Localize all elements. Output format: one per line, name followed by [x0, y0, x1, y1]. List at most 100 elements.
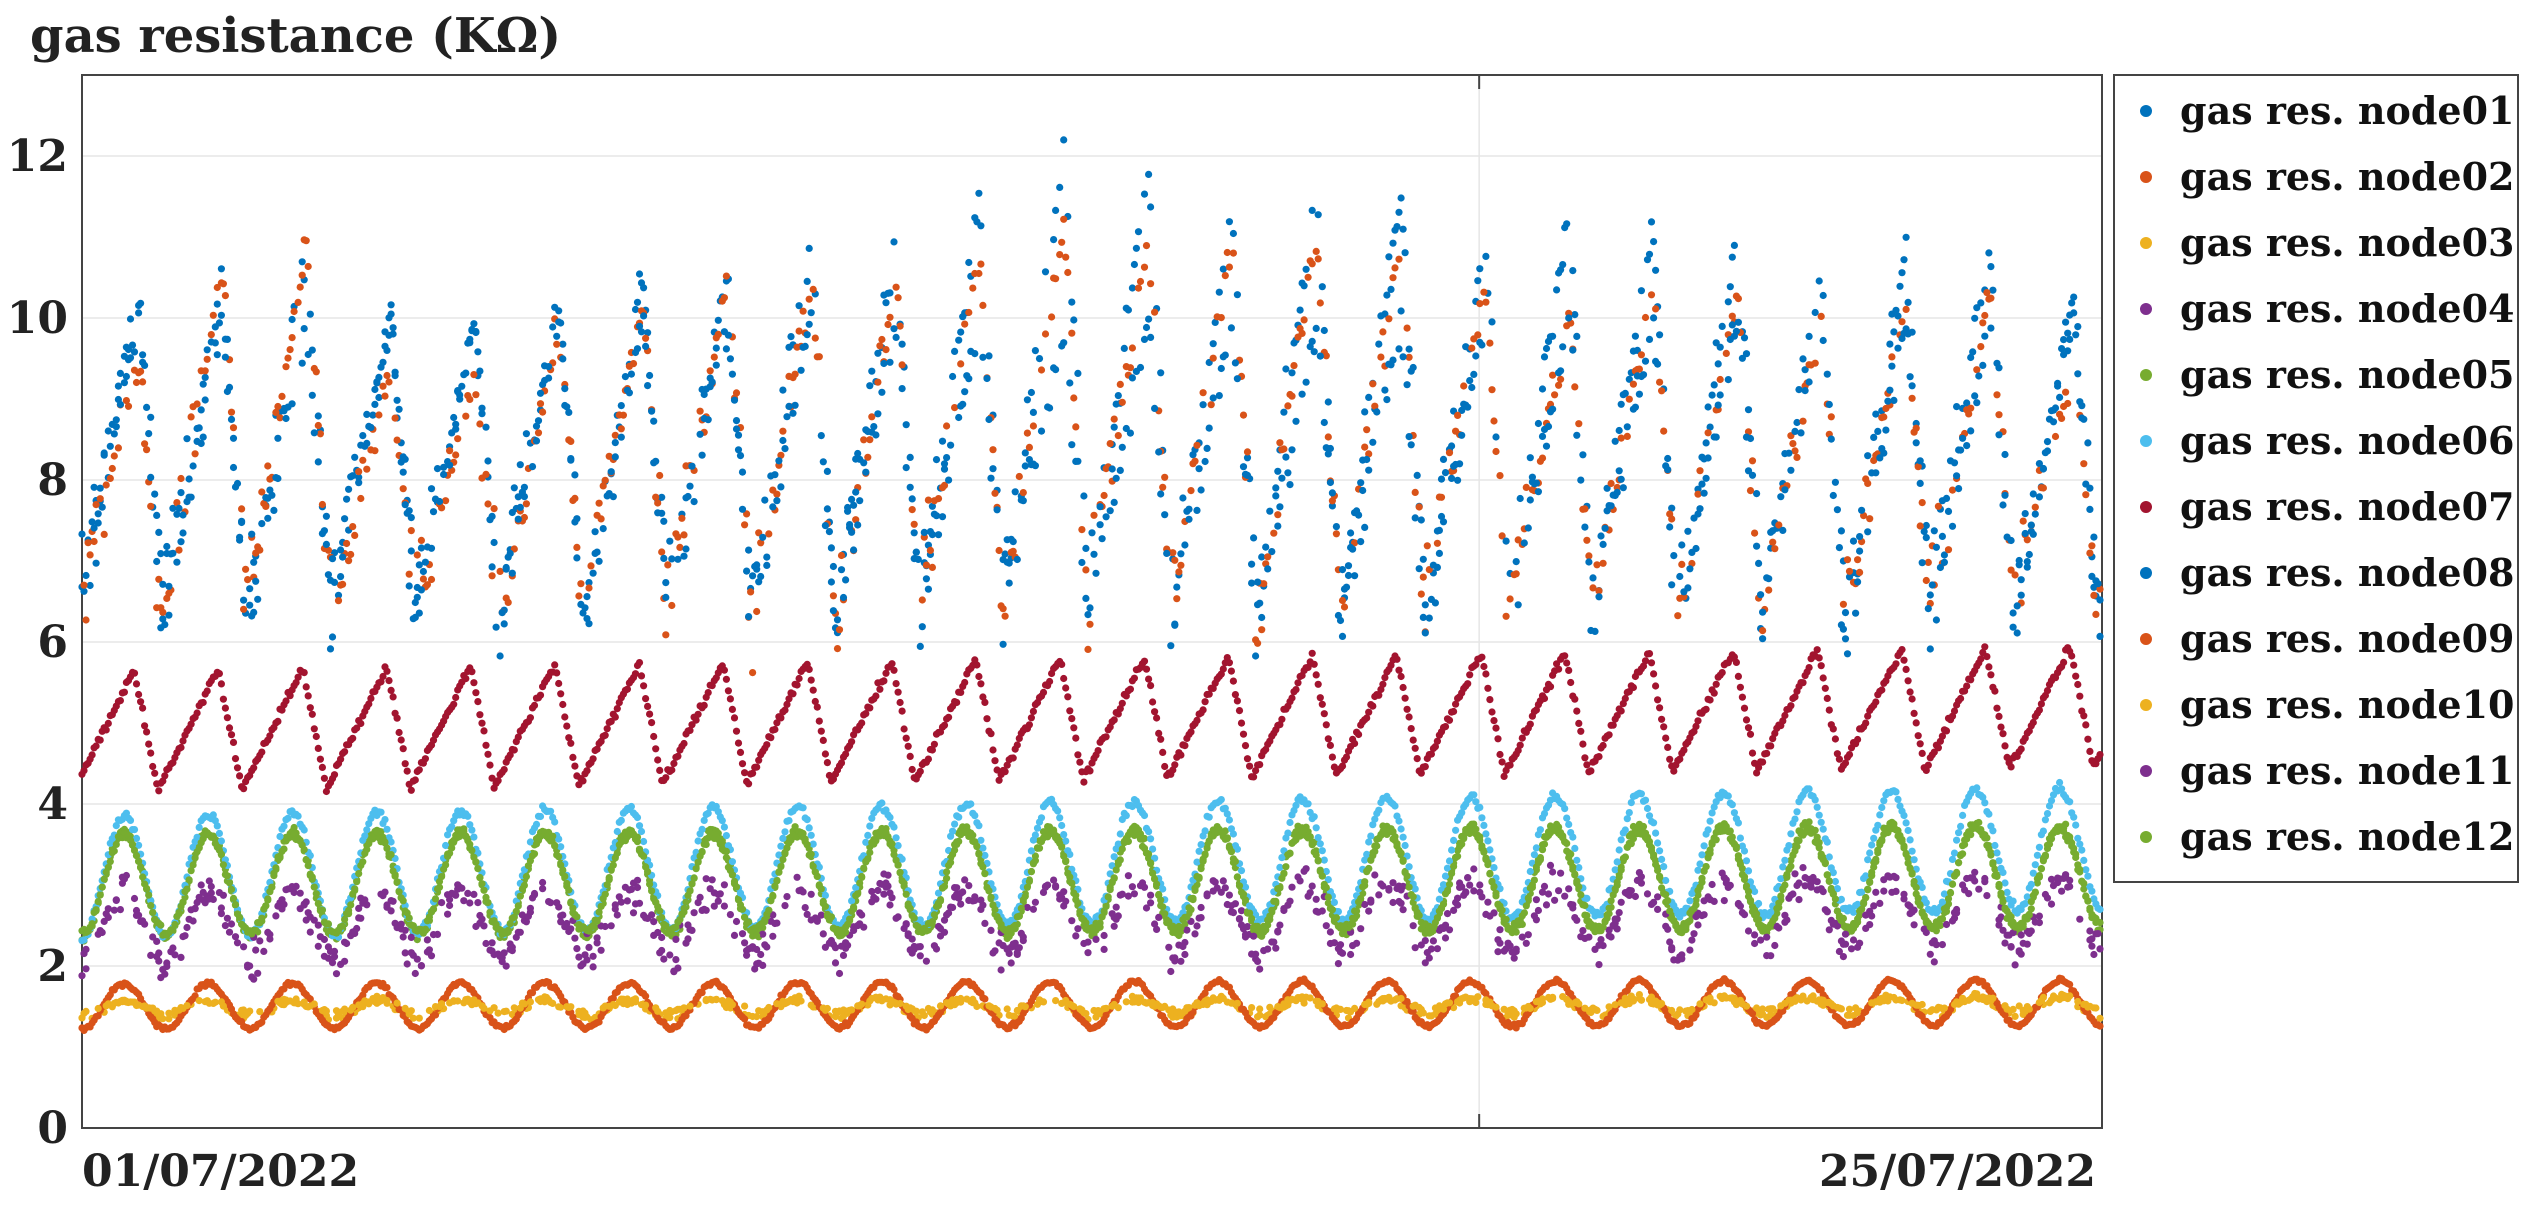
data-point — [1740, 911, 1749, 919]
data-point — [1856, 547, 1864, 555]
data-point — [908, 765, 916, 774]
data-point — [1084, 645, 1092, 654]
data-point — [383, 825, 391, 833]
data-point — [1908, 394, 1916, 402]
data-point — [1280, 445, 1288, 453]
data-point — [468, 826, 476, 834]
data-point — [888, 660, 896, 668]
data-point — [1647, 291, 1656, 299]
data-point — [1106, 440, 1114, 448]
data-point — [1569, 833, 1577, 841]
data-point — [977, 680, 985, 688]
data-point — [201, 367, 209, 375]
data-point — [1316, 299, 1324, 307]
data-point — [112, 416, 120, 424]
data-point — [1419, 573, 1427, 581]
data-point — [2076, 915, 2084, 923]
data-point — [1276, 921, 1284, 929]
data-point — [1902, 233, 1910, 241]
data-point — [1985, 249, 1993, 257]
data-point — [1363, 850, 1371, 859]
data-point — [1361, 408, 1369, 416]
data-point — [1742, 857, 1751, 865]
data-point — [1526, 454, 1534, 462]
data-point — [532, 820, 541, 829]
data-point — [1007, 959, 1015, 967]
data-point — [1617, 707, 1625, 715]
data-point — [1609, 721, 1617, 729]
data-point — [668, 601, 676, 610]
data-point — [1652, 682, 1660, 690]
data-point — [1635, 365, 1643, 373]
data-point — [1930, 958, 1938, 966]
data-point — [1019, 489, 1027, 497]
data-point — [1894, 312, 1902, 320]
data-point — [1914, 463, 1922, 471]
data-point — [130, 669, 139, 677]
data-point — [1248, 560, 1256, 568]
data-point — [306, 704, 314, 712]
data-point — [1171, 761, 1179, 769]
data-point — [551, 818, 559, 826]
data-point — [130, 894, 139, 903]
data-point — [1579, 451, 1587, 459]
data-point — [1706, 817, 1714, 825]
data-point — [698, 825, 706, 834]
data-point — [991, 757, 999, 765]
data-point — [783, 413, 791, 421]
data-point — [1482, 252, 1490, 260]
data-point — [922, 561, 931, 569]
data-point — [1201, 698, 1209, 706]
data-point — [1272, 944, 1280, 952]
data-point — [1650, 670, 1658, 678]
data-point — [530, 701, 539, 710]
data-point — [1110, 415, 1118, 423]
data-point — [1474, 277, 1482, 285]
data-point — [1791, 815, 1799, 823]
data-point — [892, 834, 900, 842]
data-point — [1187, 487, 1195, 495]
data-point — [1811, 796, 1819, 804]
data-point — [411, 969, 419, 978]
data-point — [718, 817, 726, 825]
data-point — [589, 963, 597, 971]
data-point — [339, 580, 347, 588]
data-point — [215, 829, 223, 838]
data-point — [795, 302, 803, 310]
data-point — [187, 413, 195, 421]
data-point — [1072, 932, 1080, 940]
data-point — [462, 412, 470, 420]
data-point — [1399, 833, 1407, 841]
data-point — [902, 734, 910, 742]
data-point — [738, 760, 747, 768]
data-point — [1480, 662, 1488, 671]
data-point — [1054, 807, 1062, 815]
data-point — [793, 681, 801, 689]
data-point — [440, 463, 448, 471]
data-point — [357, 914, 365, 922]
data-point — [2096, 945, 2104, 953]
data-point — [1791, 447, 1799, 455]
data-point — [658, 946, 666, 955]
data-point — [1304, 273, 1312, 281]
data-point — [817, 727, 825, 735]
data-point — [670, 759, 678, 768]
data-point — [1094, 747, 1102, 755]
data-point — [1080, 492, 1088, 500]
data-point — [611, 431, 619, 439]
data-point — [868, 367, 876, 375]
data-point — [1284, 829, 1292, 837]
data-point — [567, 437, 575, 445]
data-point — [1496, 472, 1504, 480]
data-point — [1967, 404, 1975, 412]
data-point — [442, 497, 450, 505]
data-point — [193, 709, 201, 717]
data-point — [1625, 809, 1633, 817]
data-point — [656, 471, 664, 480]
data-point — [157, 550, 165, 558]
data-point — [777, 842, 785, 850]
data-point — [1254, 639, 1262, 647]
data-point — [694, 710, 702, 718]
data-point — [116, 697, 124, 705]
data-point — [957, 328, 965, 336]
